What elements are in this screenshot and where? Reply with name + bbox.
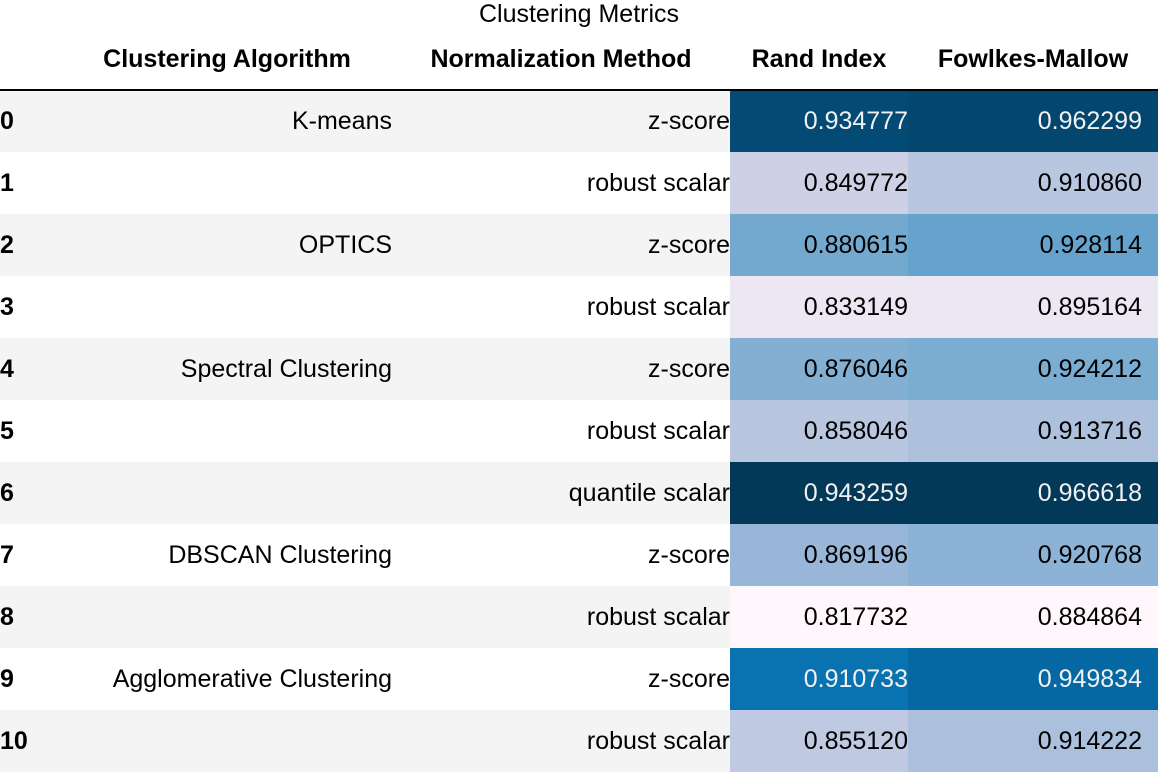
fowlkes-mallow-cell: 0.924212 bbox=[908, 338, 1158, 400]
row-index: 5 bbox=[0, 416, 14, 445]
normalization-cell: quantile scalar bbox=[568, 478, 730, 507]
normalization-column-header: Normalization Method bbox=[392, 30, 730, 91]
row-index: 9 bbox=[0, 664, 14, 693]
rand-index-cell: 0.934777 bbox=[730, 90, 908, 152]
algorithm-cell: Spectral Clustering bbox=[180, 354, 392, 383]
rand-index-cell: 0.817732 bbox=[730, 586, 908, 648]
rand-index-cell: 0.910733 bbox=[730, 648, 908, 710]
rand-index-cell: 0.943259 bbox=[730, 462, 908, 524]
normalization-cell: z-score bbox=[648, 230, 730, 259]
algorithm-column-header: Clustering Algorithm bbox=[62, 30, 392, 91]
rand-index-cell: 0.876046 bbox=[730, 338, 908, 400]
fowlkes-mallow-cell: 0.913716 bbox=[908, 400, 1158, 462]
normalization-cell: robust scalar bbox=[586, 168, 730, 197]
rand-index-cell: 0.858046 bbox=[730, 400, 908, 462]
rand-index-cell: 0.833149 bbox=[730, 276, 908, 338]
algorithm-cell bbox=[62, 710, 392, 772]
fowlkes-mallow-cell: 0.895164 bbox=[908, 276, 1158, 338]
fowlkes-mallow-cell: 0.928114 bbox=[908, 214, 1158, 276]
index-header bbox=[0, 30, 62, 91]
fowlkes-mallow-cell: 0.910860 bbox=[908, 152, 1158, 214]
rand-index-cell: 0.849772 bbox=[730, 152, 908, 214]
row-index: 8 bbox=[0, 602, 14, 631]
row-index: 7 bbox=[0, 540, 14, 569]
row-index: 6 bbox=[0, 478, 14, 507]
rand-index-column-header: Rand Index bbox=[730, 30, 908, 91]
normalization-cell: robust scalar bbox=[586, 602, 730, 631]
algorithm-cell bbox=[62, 462, 392, 524]
algorithm-cell: DBSCAN Clustering bbox=[168, 540, 392, 569]
fowlkes-mallow-cell: 0.949834 bbox=[908, 648, 1158, 710]
table-row: 7 DBSCAN Clustering z-score 0.869196 0.9… bbox=[0, 524, 1158, 586]
table-row: 1 robust scalar 0.849772 0.910860 bbox=[0, 152, 1158, 214]
fowlkes-mallow-column-header: Fowlkes-Mallow bbox=[908, 30, 1158, 91]
rand-index-cell: 0.869196 bbox=[730, 524, 908, 586]
row-index: 0 bbox=[0, 107, 14, 135]
table-row: 10 robust scalar 0.855120 0.914222 bbox=[0, 710, 1158, 772]
fowlkes-mallow-cell: 0.962299 bbox=[908, 90, 1158, 152]
fowlkes-mallow-cell: 0.966618 bbox=[908, 462, 1158, 524]
table-row: 4 Spectral Clustering z-score 0.876046 0… bbox=[0, 338, 1158, 400]
table-row: 0 K-means z-score 0.934777 0.962299 bbox=[0, 90, 1158, 152]
algorithm-cell bbox=[62, 400, 392, 462]
table-row: 2 OPTICS z-score 0.880615 0.928114 bbox=[0, 214, 1158, 276]
algorithm-cell: K-means bbox=[291, 107, 392, 135]
row-index: 2 bbox=[0, 230, 14, 259]
fowlkes-mallow-cell: 0.914222 bbox=[908, 710, 1158, 772]
normalization-cell: robust scalar bbox=[586, 726, 730, 755]
row-index: 1 bbox=[0, 168, 14, 197]
normalization-cell: z-score bbox=[648, 664, 730, 693]
normalization-cell: z-score bbox=[648, 107, 730, 135]
table-row: 8 robust scalar 0.817732 0.884864 bbox=[0, 586, 1158, 648]
normalization-cell: robust scalar bbox=[586, 416, 730, 445]
table-caption: Clustering Metrics bbox=[478, 0, 680, 28]
rand-index-cell: 0.855120 bbox=[730, 710, 908, 772]
algorithm-cell: OPTICS bbox=[298, 230, 392, 259]
algorithm-cell bbox=[62, 586, 392, 648]
algorithm-cell bbox=[62, 276, 392, 338]
normalization-cell: z-score bbox=[648, 540, 730, 569]
row-index: 10 bbox=[0, 726, 28, 755]
table-row: 9 Agglomerative Clustering z-score 0.910… bbox=[0, 648, 1158, 710]
row-index: 4 bbox=[0, 354, 14, 383]
algorithm-cell bbox=[62, 152, 392, 214]
fowlkes-mallow-cell: 0.920768 bbox=[908, 524, 1158, 586]
table-row: 5 robust scalar 0.858046 0.913716 bbox=[0, 400, 1158, 462]
normalization-cell: z-score bbox=[648, 354, 730, 383]
algorithm-cell: Agglomerative Clustering bbox=[112, 664, 392, 693]
rand-index-cell: 0.880615 bbox=[730, 214, 908, 276]
fowlkes-mallow-cell: 0.884864 bbox=[908, 586, 1158, 648]
metrics-table: Clustering Algorithm Normalization Metho… bbox=[0, 30, 1158, 772]
normalization-cell: robust scalar bbox=[586, 292, 730, 321]
table-row: 6 quantile scalar 0.943259 0.966618 bbox=[0, 462, 1158, 524]
row-index: 3 bbox=[0, 292, 14, 321]
table-row: 3 robust scalar 0.833149 0.895164 bbox=[0, 276, 1158, 338]
header-row: Clustering Algorithm Normalization Metho… bbox=[0, 30, 1158, 91]
